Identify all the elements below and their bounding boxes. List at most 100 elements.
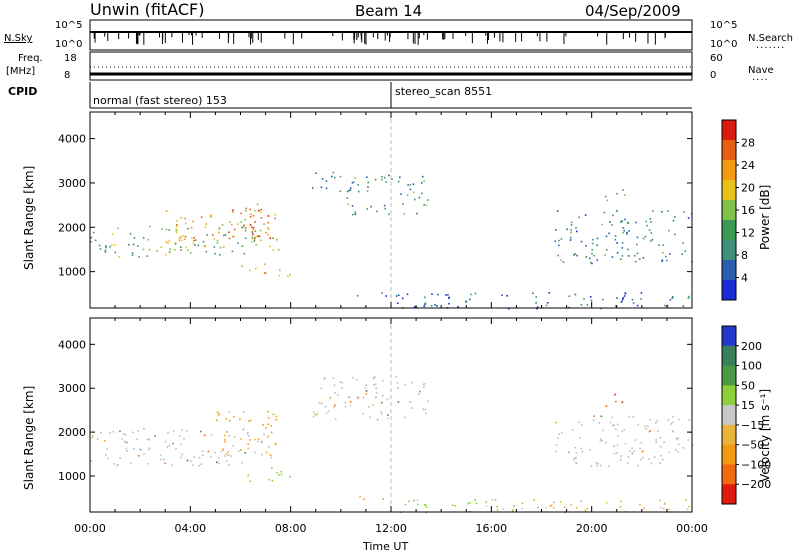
scatter-point [249, 216, 252, 218]
scatter-point [280, 473, 283, 476]
scatter-point [382, 498, 385, 500]
scatter-point [600, 464, 602, 467]
scatter-point [223, 434, 226, 437]
scatter-point [614, 238, 617, 241]
scatter-point [367, 181, 370, 184]
scatter-point [136, 438, 138, 441]
scatter-point [395, 294, 398, 297]
scatter-point [381, 292, 383, 294]
scatter-point [397, 401, 400, 403]
scatter-point [614, 235, 617, 237]
scatter-point [119, 430, 121, 433]
scatter-point [139, 448, 141, 450]
scatter-point [388, 213, 390, 216]
y-tick-label: 4000 [58, 338, 86, 351]
scatter-point [249, 419, 252, 422]
scatter-point [605, 235, 608, 238]
scatter-point [367, 405, 370, 408]
scatter-point [254, 209, 256, 212]
scatter-point [568, 295, 571, 297]
scatter-point [454, 505, 457, 507]
scatter-point [271, 479, 274, 482]
scatter-point [506, 295, 508, 297]
scatter-point [251, 237, 254, 240]
scatter-point [385, 295, 387, 297]
scatter-point [550, 504, 553, 507]
scatter-point [268, 478, 270, 481]
scatter-point [176, 224, 178, 226]
scatter-point [227, 454, 229, 456]
scatter-point [638, 258, 641, 260]
scatter-point [226, 431, 228, 433]
scatter-point [270, 431, 273, 434]
scatter-point [311, 187, 314, 189]
scatter-point [589, 296, 592, 298]
scatter-point [181, 429, 183, 431]
nave-tick-bottom: 0 [710, 70, 717, 81]
scatter-point [579, 437, 581, 439]
scatter-point [202, 240, 205, 243]
scatter-point [620, 301, 623, 303]
scatter-point [365, 393, 368, 395]
scatter-point [381, 178, 383, 181]
scatter-point [230, 223, 233, 226]
scatter-point [569, 239, 572, 241]
scatter-point [91, 436, 93, 439]
scatter-point [621, 220, 624, 222]
scatter-point [597, 462, 599, 465]
scatter-point [581, 450, 583, 453]
scatter-point [671, 421, 674, 424]
scatter-point [339, 190, 342, 193]
scatter-point [559, 501, 562, 503]
scatter-point [214, 252, 216, 255]
scatter-point [591, 249, 594, 251]
scatter-point [642, 237, 645, 240]
scatter-point [223, 234, 225, 237]
scatter-point [228, 434, 231, 437]
scatter-point [123, 433, 125, 435]
scatter-point [241, 265, 243, 268]
scatter-point [347, 396, 350, 399]
scatter-point [586, 304, 589, 306]
scatter-point [596, 259, 599, 261]
scatter-point [333, 176, 336, 179]
scatter-point [570, 221, 573, 224]
scatter-point [636, 304, 639, 307]
scatter-point [345, 405, 347, 408]
scatter-point [267, 233, 269, 236]
scatter-point [278, 274, 280, 277]
scatter-point [636, 243, 638, 246]
nave-dots: ···· [752, 75, 769, 86]
scatter-point [248, 420, 250, 422]
scatter-point [666, 304, 669, 307]
scatter-point [185, 246, 187, 249]
scatter-point [617, 423, 619, 426]
scatter-point [622, 297, 625, 299]
scatter-point [521, 507, 524, 510]
scatter-point [276, 472, 278, 474]
scatter-point [613, 452, 616, 455]
scatter-point [409, 188, 412, 191]
scatter-point [132, 243, 135, 246]
scatter-point [193, 456, 195, 458]
scatter-point [186, 459, 189, 462]
scatter-point [276, 238, 278, 241]
scatter-point [645, 220, 648, 223]
scatter-point [193, 239, 195, 242]
colorbar-tick-label: −15 [741, 419, 764, 432]
scatter-point [501, 294, 503, 296]
colorbar-segment [722, 326, 736, 347]
scatter-point [218, 462, 220, 465]
scatter-point [513, 505, 515, 507]
scatter-point [178, 237, 181, 239]
scatter-region [311, 171, 355, 193]
scatter-point [422, 383, 425, 385]
scatter-point [558, 239, 560, 242]
scatter-point [289, 475, 291, 478]
scatter-point [375, 387, 377, 390]
scatter-point [255, 235, 257, 238]
scatter-point [254, 438, 256, 441]
colorbar-tick-label: 24 [741, 159, 755, 172]
scatter-point [535, 301, 537, 304]
x-tick-label: 00:00 [676, 522, 708, 535]
